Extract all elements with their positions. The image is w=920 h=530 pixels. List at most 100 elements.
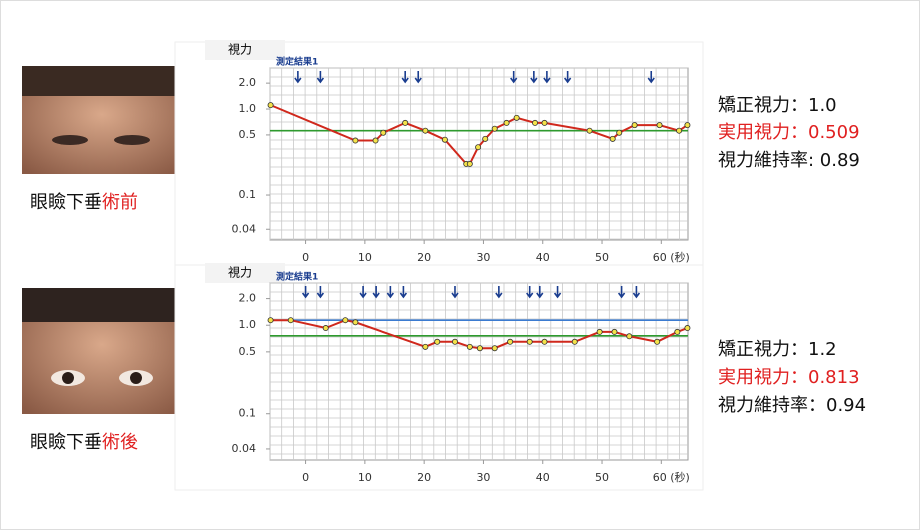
event-arrow	[301, 286, 310, 299]
event-arrow	[495, 286, 503, 299]
data-point	[352, 137, 359, 144]
event-arrow	[359, 286, 367, 299]
y-tick-label: 0.04	[232, 222, 257, 235]
x-tick-label: 10	[358, 471, 372, 484]
photo-before	[22, 66, 182, 174]
data-point	[451, 338, 458, 345]
x-tick-label: 50	[595, 251, 609, 264]
data-point	[656, 122, 663, 129]
data-point	[626, 333, 633, 340]
event-arrow	[316, 286, 325, 299]
caption-text: 眼瞼下垂	[30, 432, 102, 453]
event-arrow	[526, 286, 534, 299]
x-tick-label: 20	[417, 471, 431, 484]
data-point	[322, 325, 329, 332]
stat: 矯正視力：1.0	[718, 95, 837, 116]
data-point	[342, 317, 349, 324]
stat: 実用視力：0.813	[718, 367, 860, 388]
y-axis-label: 視力	[228, 42, 252, 57]
stat: 実用視力：0.509	[718, 122, 860, 143]
data-point	[684, 325, 691, 332]
y-tick-label: 1.0	[239, 102, 257, 115]
x-tick-label: 40	[536, 251, 550, 264]
event-arrow	[543, 71, 551, 84]
data-point	[491, 345, 498, 352]
data-point	[526, 338, 533, 345]
data-point	[503, 119, 510, 126]
event-arrow	[414, 71, 422, 84]
event-arrow	[451, 286, 459, 299]
data-point	[491, 125, 498, 132]
x-tick-label: 30	[476, 251, 490, 264]
y-label-box	[205, 263, 285, 283]
y-tick-label: 1.0	[239, 318, 257, 331]
x-tick-label: 60 (秒)	[653, 470, 690, 484]
event-arrow	[372, 286, 380, 299]
event-arrow	[530, 71, 538, 84]
event-arrow	[401, 71, 409, 84]
data-point	[507, 338, 514, 345]
data-point	[532, 119, 539, 126]
y-tick-label: 0.1	[239, 407, 257, 420]
data-point	[609, 135, 616, 142]
data-point	[267, 317, 274, 324]
caption-text: 眼瞼下垂	[30, 192, 102, 213]
stat: 矯正視力：1.2	[718, 339, 837, 360]
caption-highlight: 術前	[102, 192, 138, 213]
caption-highlight: 術後	[102, 432, 138, 453]
data-point	[596, 328, 603, 335]
data-point	[352, 319, 359, 326]
x-tick-label: 10	[358, 251, 372, 264]
stat: 視力維持率: 0.89	[718, 150, 860, 171]
data-point	[616, 129, 623, 136]
caption: 眼瞼下垂術前	[30, 192, 138, 213]
x-tick-label: 20	[417, 251, 431, 264]
data-point	[434, 338, 441, 345]
event-arrow	[564, 71, 572, 84]
data-point	[631, 122, 638, 129]
data-point	[466, 160, 473, 167]
data-point	[441, 136, 448, 143]
y-tick-label: 0.5	[239, 128, 257, 141]
caption: 眼瞼下垂術後	[30, 432, 138, 453]
x-tick-label: 60 (秒)	[653, 250, 690, 264]
event-arrow	[294, 71, 302, 84]
x-tick-label: 30	[476, 471, 490, 484]
data-point	[380, 129, 387, 136]
data-point	[684, 122, 691, 129]
event-arrow	[316, 71, 325, 84]
data-point	[402, 119, 409, 126]
y-label-box	[205, 40, 285, 60]
data-point	[267, 102, 274, 109]
data-point	[674, 328, 681, 335]
y-tick-label: 0.1	[239, 188, 257, 201]
data-point	[513, 114, 520, 121]
x-tick-label: 0	[302, 251, 309, 264]
data-point	[541, 338, 548, 345]
data-point	[676, 127, 683, 134]
data-point	[586, 127, 593, 134]
data-point	[476, 345, 483, 352]
data-point	[654, 338, 661, 345]
data-point	[475, 144, 482, 151]
photo-after	[22, 288, 182, 414]
event-arrow	[632, 286, 641, 299]
data-point	[466, 343, 473, 350]
event-arrow	[510, 71, 518, 84]
data-point	[482, 135, 489, 142]
event-arrow	[647, 71, 655, 84]
event-arrow	[536, 286, 544, 299]
x-tick-label: 0	[302, 471, 309, 484]
data-point	[287, 317, 294, 324]
data-point	[541, 119, 548, 126]
plot-frame	[269, 67, 689, 241]
y-axis-label: 視力	[228, 265, 252, 280]
y-tick-label: 2.0	[239, 76, 257, 89]
x-tick-label: 40	[536, 471, 550, 484]
data-point	[611, 328, 618, 335]
y-tick-label: 2.0	[239, 292, 257, 305]
y-tick-label: 0.04	[232, 442, 257, 455]
plot-frame	[269, 282, 689, 461]
chart-title: 測定結果1	[276, 271, 318, 283]
